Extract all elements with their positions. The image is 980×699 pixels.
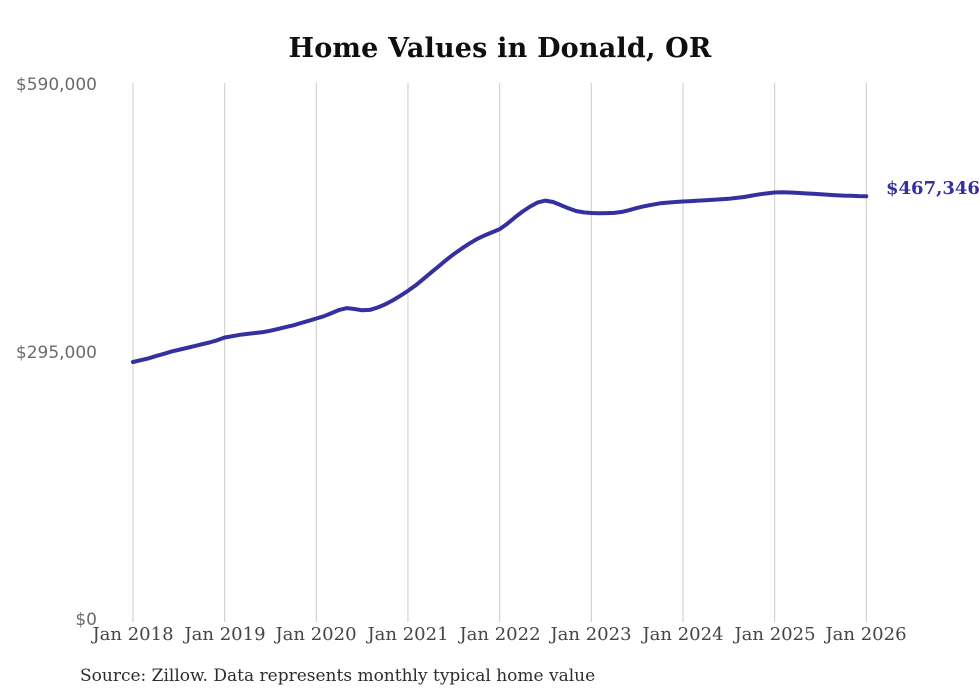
source-note: Source: Zillow. Data represents monthly … xyxy=(80,666,596,686)
y-tick-label: $590,000 xyxy=(15,75,97,95)
x-tick-label: Jan 2022 xyxy=(459,624,541,645)
home-value-line xyxy=(131,190,869,364)
latest-value-label: $467,346 xyxy=(886,178,980,199)
x-tick-label: Jan 2023 xyxy=(550,624,632,645)
y-tick-label: $295,000 xyxy=(15,343,97,363)
x-tick-label: Jan 2020 xyxy=(275,624,357,645)
chart-title: Home Values in Donald, OR xyxy=(288,33,712,64)
x-tick-label: Jan 2026 xyxy=(825,624,907,645)
x-tick-label: Jan 2025 xyxy=(734,624,816,645)
x-tick-label: Jan 2024 xyxy=(642,624,724,645)
x-tick-label: Jan 2019 xyxy=(184,624,266,645)
x-tick-label: Jan 2018 xyxy=(92,624,174,645)
y-tick-label: $0 xyxy=(75,610,97,630)
x-tick-label: Jan 2021 xyxy=(367,624,449,645)
